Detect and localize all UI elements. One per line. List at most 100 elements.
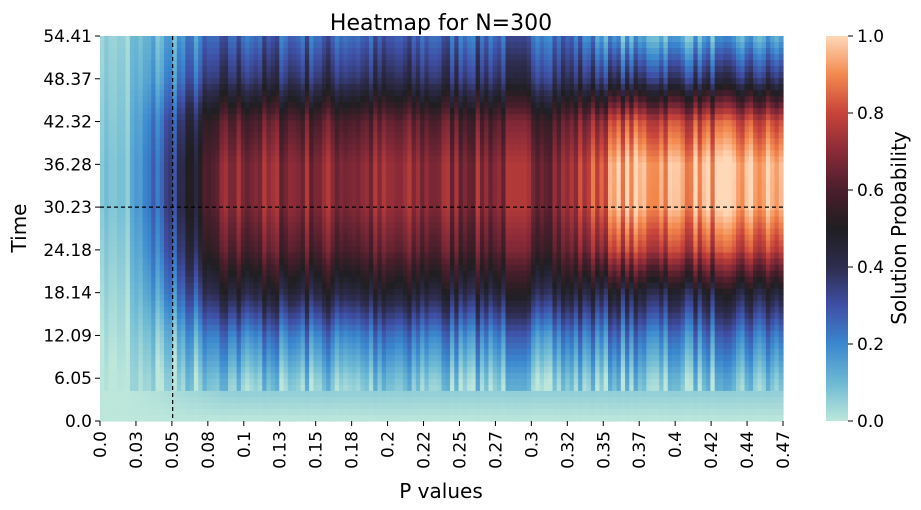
heatmap-cell: [394, 210, 400, 218]
heatmap-cell: [317, 174, 323, 181]
heatmap-cell: [343, 240, 349, 248]
heatmap-cell: [193, 342, 199, 350]
heatmap-cell: [125, 228, 131, 236]
heatmap-cell: [381, 216, 387, 224]
heatmap-cell: [330, 174, 336, 181]
heatmap-cell: [377, 36, 383, 43]
heatmap-cell: [390, 330, 396, 338]
heatmap-cell: [313, 78, 319, 85]
heatmap-cell: [356, 384, 361, 392]
heatmap-cell: [155, 90, 161, 97]
heatmap-cell: [368, 360, 374, 368]
heatmap-cell: [377, 120, 383, 127]
heatmap-cell: [223, 300, 229, 308]
heatmap-cell: [146, 228, 152, 236]
heatmap-cell: [168, 192, 174, 200]
heatmap-cell: [270, 102, 276, 109]
heatmap-cell: [215, 402, 221, 410]
heatmap-cell: [398, 180, 404, 187]
heatmap-cell: [125, 378, 131, 386]
heatmap-cell: [245, 78, 251, 85]
heatmap-cell: [360, 234, 366, 242]
heatmap-cell: [283, 60, 289, 67]
heatmap-cell: [172, 324, 178, 332]
heatmap-cell: [262, 294, 268, 302]
heatmap-cell: [215, 318, 221, 326]
heatmap-cell: [125, 42, 131, 49]
heatmap-cell: [193, 78, 199, 85]
heatmap-cell: [245, 114, 251, 121]
heatmap-cell: [245, 180, 251, 187]
heatmap-cell: [398, 96, 404, 103]
heatmap-cell: [275, 408, 280, 416]
heatmap-cell: [240, 120, 246, 127]
heatmap-cell: [411, 216, 417, 224]
heatmap-cell: [428, 114, 434, 121]
heatmap-cell: [398, 72, 404, 79]
heatmap-cell: [138, 222, 144, 230]
heatmap-cell: [193, 108, 199, 115]
heatmap-cell: [364, 264, 370, 272]
heatmap-cell: [257, 156, 263, 163]
heatmap-cell: [232, 174, 238, 181]
heatmap-cell: [313, 384, 319, 392]
heatmap-cell: [232, 90, 238, 97]
heatmap-cell: [198, 222, 204, 230]
heatmap-cell: [108, 366, 114, 374]
heatmap-cell: [360, 42, 366, 49]
heatmap-cell: [206, 174, 212, 181]
heatmap-cell: [155, 372, 161, 380]
heatmap-cell: [403, 210, 408, 218]
heatmap-cell: [334, 198, 340, 206]
heatmap-cell: [240, 108, 246, 115]
heatmap-cell: [172, 318, 178, 326]
heatmap-cell: [403, 66, 408, 73]
heatmap-cell: [189, 48, 195, 55]
heatmap-cell: [296, 252, 302, 260]
heatmap-cell: [321, 36, 327, 43]
heatmap-cell: [134, 270, 140, 278]
heatmap-cell: [424, 288, 430, 296]
heatmap-cell: [146, 282, 152, 290]
heatmap-cell: [172, 198, 178, 206]
heatmap-cell: [240, 156, 246, 163]
heatmap-cell: [104, 162, 110, 169]
heatmap-cell: [343, 234, 349, 242]
heatmap-cell: [407, 276, 413, 284]
heatmap-cell: [232, 408, 238, 416]
heatmap-cell: [351, 270, 357, 278]
heatmap-cell: [257, 150, 263, 157]
heatmap-cell: [206, 228, 212, 236]
heatmap-cell: [424, 114, 430, 121]
heatmap-cell: [193, 252, 199, 260]
heatmap-cell: [168, 294, 174, 302]
heatmap-cell: [172, 144, 178, 151]
heatmap-cell: [202, 210, 208, 218]
heatmap-cell: [117, 222, 122, 230]
heatmap-cell: [240, 180, 246, 187]
heatmap-cell: [202, 54, 208, 61]
heatmap-cell: [398, 114, 404, 121]
heatmap-cell: [206, 126, 212, 133]
heatmap-cell: [411, 186, 417, 194]
heatmap-cell: [232, 48, 238, 55]
heatmap-cell: [146, 258, 152, 266]
heatmap-cell: [330, 228, 336, 236]
heatmap-cell: [117, 210, 122, 218]
heatmap-cell: [134, 234, 140, 242]
heatmap-cell: [159, 384, 165, 392]
heatmap-cell: [415, 138, 421, 145]
heatmap-cell: [202, 402, 208, 410]
heatmap-cell: [390, 384, 396, 392]
heatmap-cell: [181, 132, 186, 139]
heatmap-cell: [330, 138, 336, 145]
heatmap-cell: [304, 96, 310, 103]
heatmap-cell: [356, 300, 361, 308]
heatmap-cell: [347, 132, 353, 139]
heatmap-cell: [172, 210, 178, 218]
heatmap-cell: [142, 252, 148, 260]
heatmap-cell: [181, 180, 186, 187]
heatmap-cell: [168, 84, 174, 91]
heatmap-cell: [283, 36, 289, 43]
heatmap-cell: [189, 36, 195, 43]
